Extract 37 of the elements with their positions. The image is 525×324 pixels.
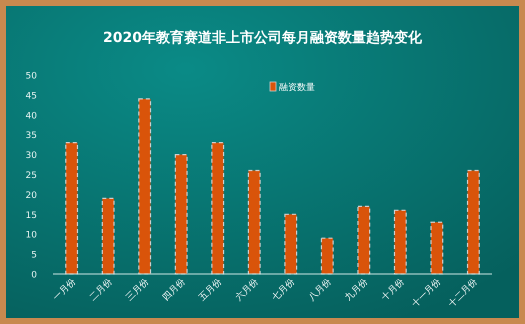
x-tick-label: 四月份 — [160, 276, 188, 304]
x-tick-label: 十一月份 — [410, 276, 443, 310]
bar — [284, 214, 298, 275]
y-tick-label: 10 — [26, 230, 38, 241]
y-tick-label: 25 — [26, 171, 37, 181]
chart-title: 2020年教育赛道非上市公司每月融资数量趋势变化 — [103, 29, 423, 46]
x-tick-label: 九月份 — [343, 276, 370, 304]
bar — [248, 170, 261, 275]
x-tick-label: 八月份 — [306, 276, 334, 304]
x-tick-label: 五月份 — [196, 276, 224, 304]
x-tick-label: 一月份 — [50, 276, 78, 304]
y-tick-label: 50 — [26, 72, 38, 82]
bar — [357, 206, 370, 275]
y-tick-label: 30 — [26, 151, 38, 162]
bar — [430, 222, 444, 275]
x-tick-label: 十月份 — [380, 276, 406, 304]
bar — [138, 98, 152, 275]
y-tick-label: 35 — [26, 131, 37, 142]
bar — [65, 142, 78, 275]
x-tick-label: 七月份 — [270, 276, 297, 304]
y-tick-label: 40 — [26, 111, 38, 122]
bar — [394, 210, 407, 275]
x-tick-label: 六月份 — [233, 276, 260, 304]
y-tick-label: 20 — [26, 190, 38, 201]
y-tick-label: 15 — [26, 210, 37, 221]
bar — [102, 198, 115, 275]
x-tick-label: 十二月份 — [446, 276, 480, 310]
x-tick-label: 三月份 — [124, 276, 151, 304]
bar — [320, 238, 334, 275]
y-tick-label: 5 — [31, 250, 37, 261]
legend-label: 融资数量 — [279, 82, 315, 93]
x-tick-label: 二月份 — [87, 276, 114, 304]
bar — [466, 170, 480, 275]
bar — [174, 154, 188, 275]
y-tick-label: 0 — [31, 270, 38, 280]
bar — [211, 142, 224, 275]
y-tick-label: 45 — [26, 91, 37, 102]
